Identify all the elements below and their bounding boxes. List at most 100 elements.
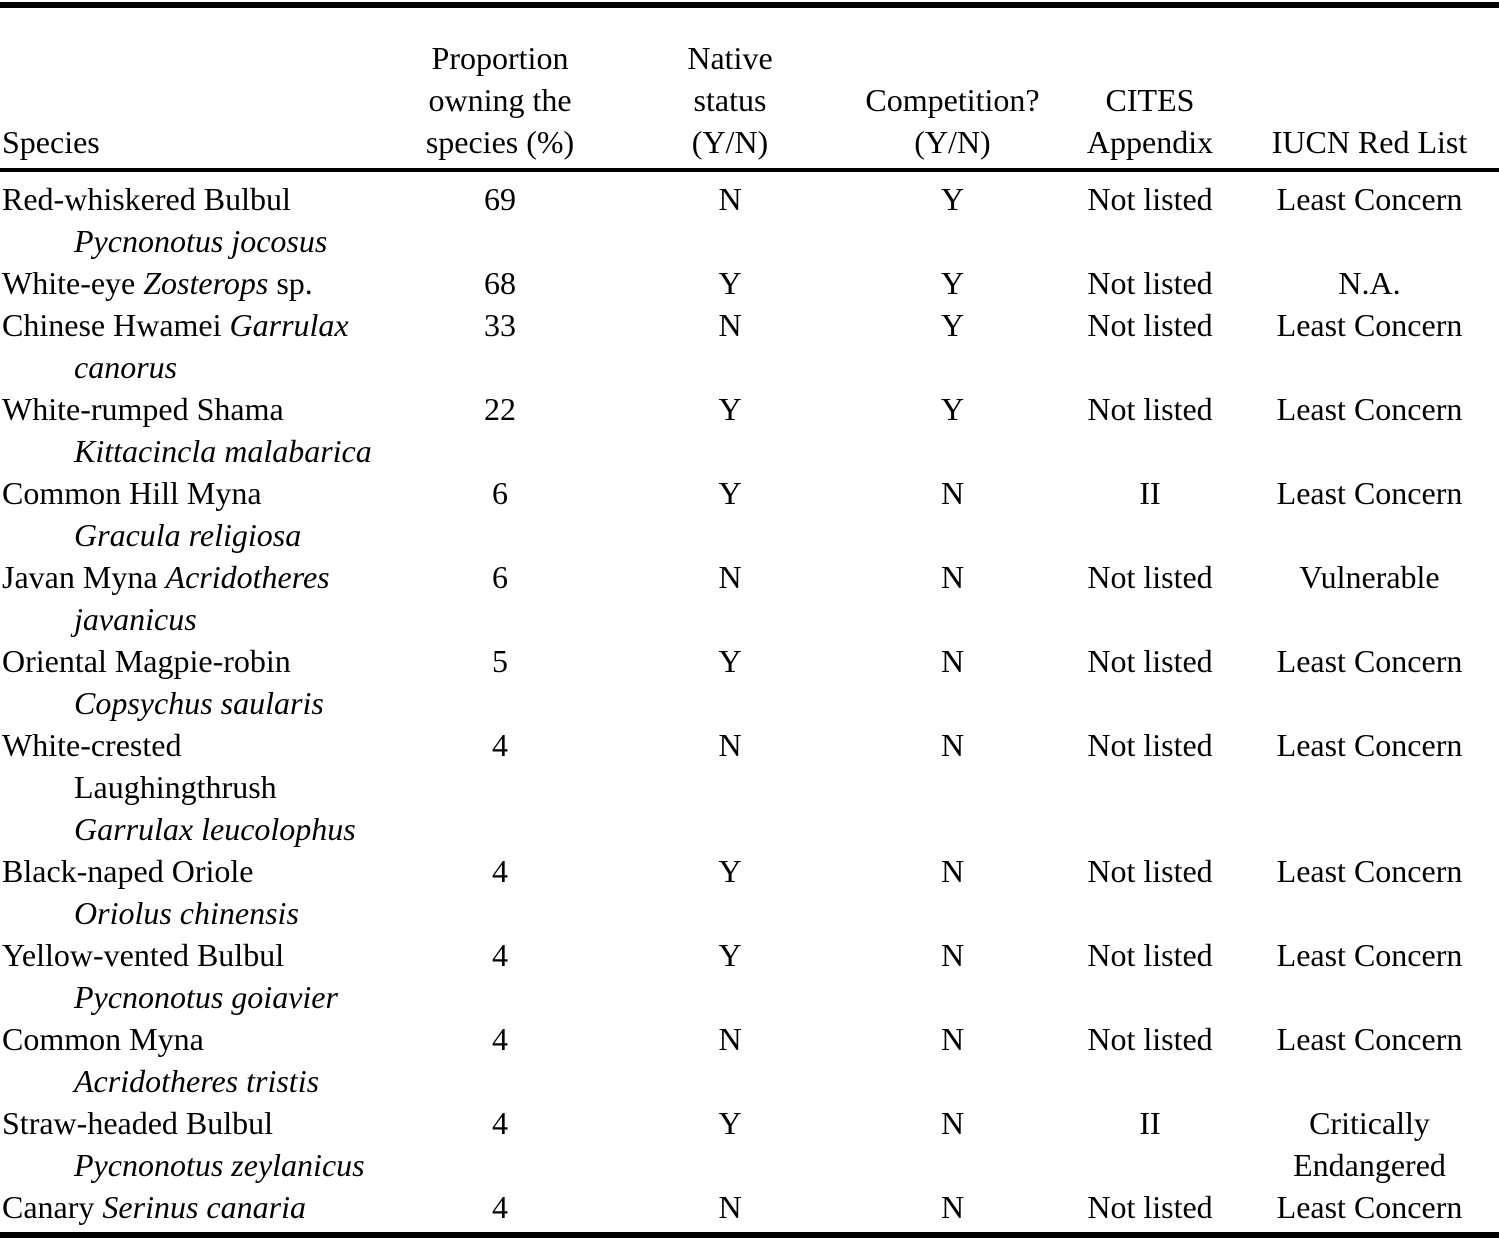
cites-appendix-cell: Not listed [1087, 937, 1213, 973]
species-cell: Common Myna Acridotheres tristis [0, 1018, 385, 1102]
native-status-cell: N [718, 559, 742, 595]
cites-appendix-cell: Not listed [1087, 643, 1213, 679]
native-status-cell: Y [718, 1105, 742, 1141]
species-line: Pycnonotus zeylanicus [2, 1144, 385, 1186]
species-cell: Oriental Magpie-robin Copsychus saularis [0, 640, 385, 724]
scientific-name: Copsychus saularis [74, 685, 324, 721]
species-line: Straw-headed Bulbul [2, 1102, 385, 1144]
species-line: Oriolus chinensis [2, 892, 385, 934]
proportion-cell: 6 [492, 559, 508, 595]
iucn-red-list-cell: Least Concern [1276, 1189, 1463, 1225]
native-status-cell: N [718, 1189, 742, 1225]
cites-appendix-cell: Not listed [1087, 181, 1213, 217]
table-header-row: Species Proportion owning the species (%… [0, 8, 1499, 168]
species-cell: White-rumped Shama Kittacincla malabarica [0, 388, 385, 472]
iucn-red-list-cell: Least Concern [1276, 853, 1463, 889]
table-row: White-crested Laughingthrush Garrulax leuc… [0, 724, 1499, 850]
cites-appendix-cell: Not listed [1087, 727, 1213, 763]
table-header-rule [0, 168, 1499, 172]
table-row: Straw-headed Bulbul Pycnonotus zeylanicus… [0, 1102, 1499, 1186]
scientific-name: Acridotheres [165, 559, 330, 595]
column-header-competition: Competition? (Y/N) [865, 82, 1040, 160]
column-header-species: Species [2, 124, 100, 160]
common-name: Common Hill Myna [2, 475, 262, 511]
native-status-cell: Y [718, 391, 742, 427]
common-name: White-crested [2, 727, 182, 763]
cites-appendix-cell: Not listed [1087, 391, 1213, 427]
proportion-cell: 4 [492, 937, 508, 973]
competition-cell: N [940, 1105, 965, 1141]
species-line: Yellow-vented Bulbul [2, 934, 385, 976]
cites-appendix-cell: II [1139, 475, 1161, 511]
scientific-name: Acridotheres tristis [74, 1063, 320, 1099]
competition-cell: N [940, 559, 965, 595]
species-cell: White-eye Zosterops sp. [0, 262, 385, 304]
scientific-name: Kittacincla malabarica [74, 433, 372, 469]
competition-cell: N [940, 937, 965, 973]
competition-cell: Y [940, 391, 965, 427]
common-name: Javan Myna [2, 559, 166, 595]
species-line: White-rumped Shama [2, 388, 385, 430]
cites-appendix-cell: Not listed [1087, 1189, 1213, 1225]
species-line: Pycnonotus goiavier [2, 976, 385, 1018]
proportion-cell: 69 [484, 181, 516, 217]
proportion-cell: 6 [492, 475, 508, 511]
species-cell: Yellow-vented Bulbul Pycnonotus goiavier [0, 934, 385, 1018]
proportion-cell: 33 [484, 307, 516, 343]
cites-appendix-cell: II [1139, 1105, 1161, 1141]
iucn-red-list-cell: Least Concern [1276, 1021, 1463, 1057]
iucn-red-list-cell: Least Concern [1276, 181, 1463, 217]
species-line: White-eye Zosterops sp. [2, 262, 385, 304]
native-status-cell: N [718, 727, 742, 763]
species-cell: Black-naped Oriole Oriolus chinensis [0, 850, 385, 934]
column-header-iucn-red-list: IUCN Red List [1271, 124, 1468, 160]
common-name: Chinese Hwamei [2, 307, 230, 343]
common-name: Canary [2, 1189, 103, 1225]
species-line: Javan Myna Acridotheres [2, 556, 385, 598]
iucn-red-list-cell: Least Concern [1276, 307, 1463, 343]
species-line: Canary Serinus canaria [2, 1186, 385, 1228]
common-name: Laughingthrush [74, 769, 277, 805]
species-cell: Common Hill Myna Gracula religiosa [0, 472, 385, 556]
iucn-red-list-cell: Vulnerable [1299, 559, 1440, 595]
species-cell: Chinese Hwamei Garrulax canorus [0, 304, 385, 388]
cites-appendix-cell: Not listed [1087, 307, 1213, 343]
native-status-cell: Y [718, 937, 742, 973]
native-status-cell: Y [718, 265, 742, 301]
iucn-red-list-cell: Least Concern [1276, 643, 1463, 679]
scientific-name: Garrulax [229, 307, 349, 343]
cites-appendix-cell: Not listed [1087, 265, 1213, 301]
table-row: Javan Myna Acridotheres javanicus 6 N N Not l… [0, 556, 1499, 640]
table-row: Yellow-vented Bulbul Pycnonotus goiavier 4… [0, 934, 1499, 1018]
native-status-cell: Y [718, 643, 742, 679]
species-cell: Straw-headed Bulbul Pycnonotus zeylanicus [0, 1102, 385, 1186]
competition-cell: N [940, 1189, 965, 1225]
native-status-cell: Y [718, 853, 742, 889]
table-row: Black-naped Oriole Oriolus chinensis 4 Y N No… [0, 850, 1499, 934]
scientific-name: Pycnonotus jocosus [74, 223, 328, 259]
common-name: Straw-headed Bulbul [2, 1105, 274, 1141]
species-line: javanicus [2, 598, 385, 640]
table-row: White-rumped Shama Kittacincla malabarica… [0, 388, 1499, 472]
species-line: Copsychus saularis [2, 682, 385, 724]
cites-appendix-cell: Not listed [1087, 853, 1213, 889]
iucn-red-list-cell: Least Concern [1276, 727, 1463, 763]
species-cell: Red-whiskered Bulbul Pycnonotus jocosus [0, 178, 385, 262]
common-name: Oriental Magpie-robin [2, 643, 291, 679]
competition-cell: N [940, 475, 965, 511]
cites-appendix-cell: Not listed [1087, 559, 1213, 595]
scientific-name: Oriolus chinensis [74, 895, 299, 931]
iucn-red-list-cell: N.A. [1338, 265, 1401, 301]
common-name: White-rumped Shama [2, 391, 284, 427]
competition-cell: Y [940, 265, 965, 301]
species-line: Acridotheres tristis [2, 1060, 385, 1102]
common-name: Red-whiskered Bulbul [2, 181, 291, 217]
iucn-red-list-cell: Least Concern [1276, 475, 1463, 511]
table-body: Red-whiskered Bulbul Pycnonotus jocosus 69… [0, 172, 1499, 1232]
iucn-red-list-cell: Least Concern [1276, 937, 1463, 973]
table-row: Oriental Magpie-robin Copsychus saularis 5… [0, 640, 1499, 724]
competition-cell: N [940, 1021, 965, 1057]
proportion-cell: 4 [492, 1105, 508, 1141]
table-row: Red-whiskered Bulbul Pycnonotus jocosus 69… [0, 178, 1499, 262]
species-line: Common Hill Myna [2, 472, 385, 514]
